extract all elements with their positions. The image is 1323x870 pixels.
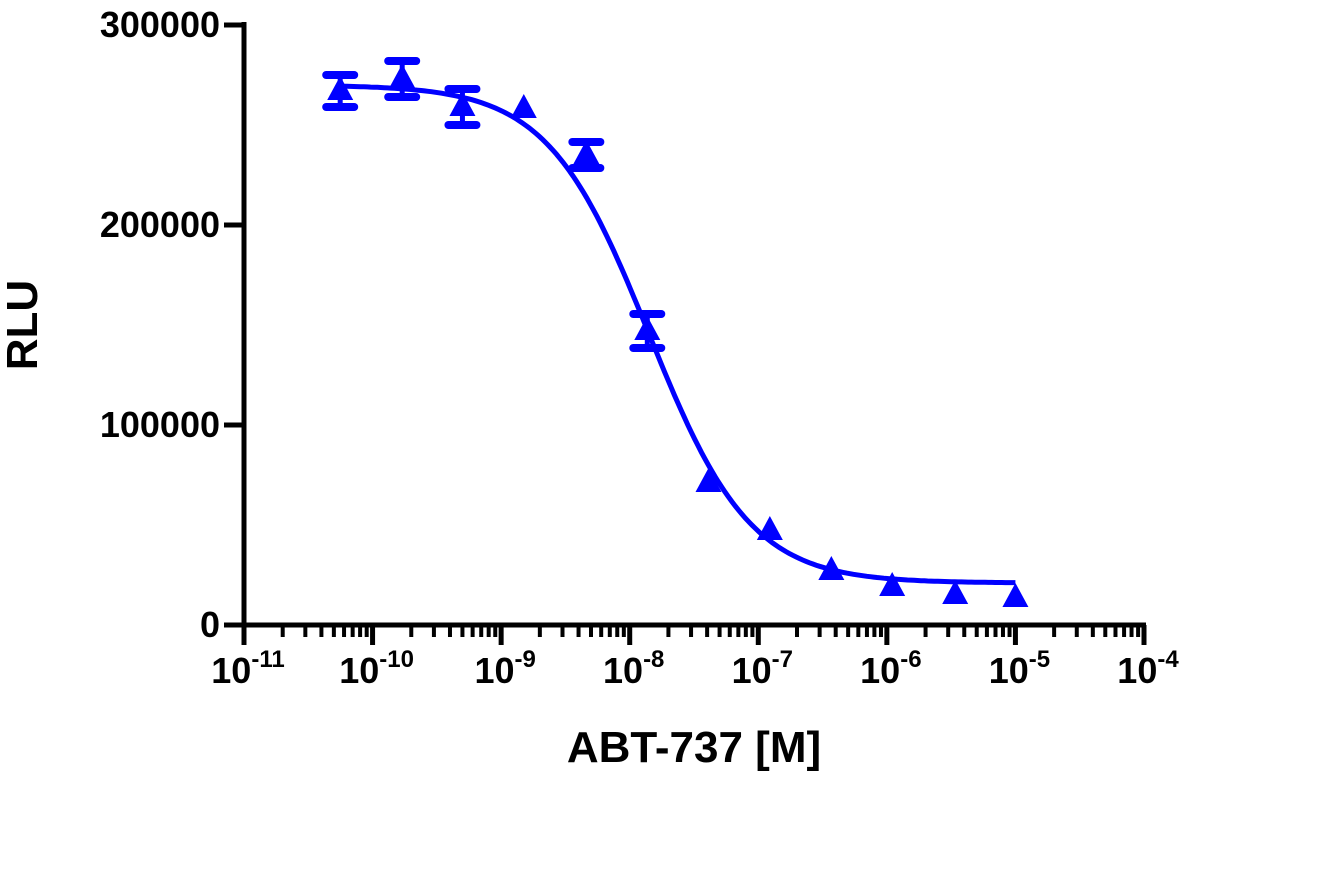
y-axis-label: RLU [0,280,47,370]
triangle-marker [818,556,845,580]
fit-curve [340,83,1016,586]
data-point [384,57,421,101]
y-tick-label: 0 [200,604,220,645]
data-point [695,468,722,492]
data-point [510,94,537,118]
triangle-marker [942,580,969,604]
x-tick-label: 10-4 [1117,646,1179,691]
triangle-marker [1002,583,1029,607]
x-tick-label: 10-7 [732,646,793,691]
data-point [756,516,783,540]
data-point [629,310,666,352]
y-tick-label: 200000 [100,204,220,245]
triangle-marker [327,76,354,100]
y-tick-label: 100000 [100,404,220,445]
triangle-marker [634,316,661,340]
x-tick-label: 10-8 [603,646,664,691]
x-tick-label: 10-11 [211,646,284,691]
triangle-marker [389,64,416,88]
fit-curve-layer [340,83,1016,586]
x-tick-label: 10-5 [989,646,1050,691]
data-point [444,85,481,129]
triangle-marker [573,140,600,164]
data-point [322,71,359,111]
data-point [568,138,605,172]
x-tick-label: 10-9 [474,646,535,691]
data-point [1002,583,1029,607]
x-axis-label: ABT-737 [M] [567,723,821,772]
data-point [942,580,969,604]
x-tick-label: 10-10 [339,646,414,691]
y-tick-label: 300000 [100,4,220,45]
data-point [818,556,845,580]
x-tick-label: 10-6 [860,646,921,691]
triangle-marker [695,468,722,492]
triangle-marker [449,92,476,116]
data-point [879,572,906,596]
triangle-marker [756,516,783,540]
data-points-layer [322,57,1029,607]
axes: 0 100000 200000 300000 10-11 10-10 10-9 10-8 10-… [100,4,1179,691]
triangle-marker [879,572,906,596]
triangle-marker [510,94,537,118]
